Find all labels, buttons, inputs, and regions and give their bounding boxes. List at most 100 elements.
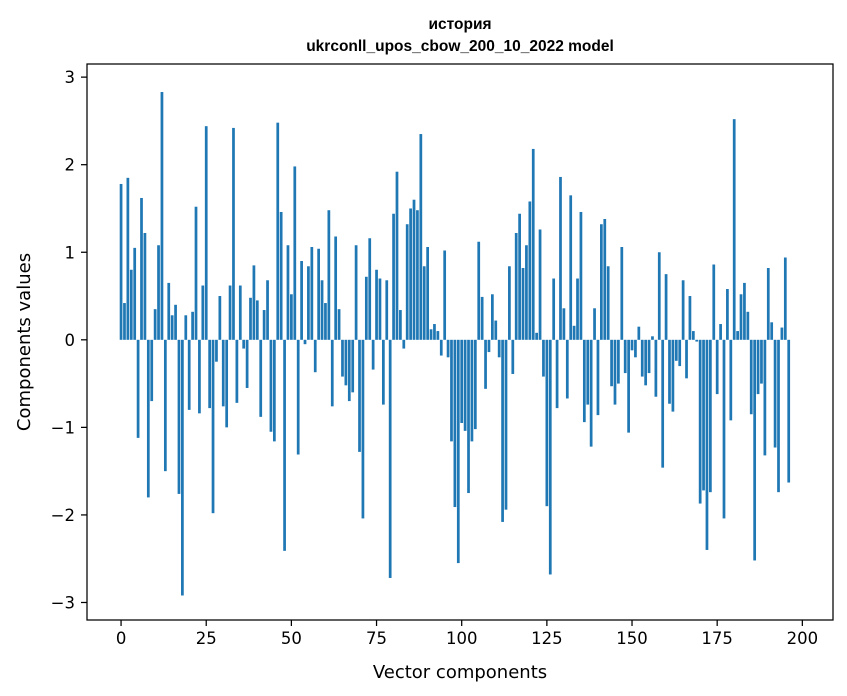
bar <box>491 294 494 340</box>
bar <box>613 339 617 405</box>
bar <box>167 282 171 340</box>
bar <box>228 285 232 340</box>
x-axis-label: Vector components <box>373 662 547 683</box>
bar <box>600 224 603 340</box>
bar <box>603 218 607 340</box>
bar <box>787 339 791 483</box>
bar <box>664 274 668 340</box>
bar <box>433 324 436 340</box>
bar <box>535 332 539 340</box>
bar <box>709 339 712 493</box>
bar <box>310 247 314 340</box>
bar <box>569 195 573 340</box>
bar <box>429 329 433 340</box>
x-tick-label: 150 <box>616 629 648 648</box>
bar <box>538 229 542 340</box>
bar <box>317 248 320 340</box>
bar <box>766 268 770 340</box>
bar <box>760 339 763 384</box>
y-tick-label: 2 <box>65 156 76 175</box>
bar <box>572 325 576 340</box>
bar <box>712 264 716 340</box>
bar <box>286 245 290 340</box>
bar <box>698 339 702 504</box>
bar <box>552 278 556 340</box>
bar <box>678 339 682 367</box>
bar <box>777 339 780 493</box>
bar <box>484 339 487 389</box>
bar <box>150 339 154 402</box>
bar <box>140 197 143 340</box>
bar <box>518 213 521 340</box>
y-tick-label: −2 <box>51 506 75 525</box>
bar <box>143 232 147 340</box>
bar <box>208 339 211 409</box>
bar <box>743 282 746 340</box>
bar <box>565 339 569 399</box>
bar <box>235 339 239 403</box>
x-tick-label: 50 <box>281 629 302 648</box>
bar <box>504 339 508 510</box>
bar <box>204 126 208 340</box>
y-tick-label: −1 <box>51 418 75 437</box>
bar <box>596 339 600 416</box>
bar <box>399 310 402 340</box>
bar <box>439 339 443 356</box>
bar <box>198 339 201 414</box>
bar <box>163 339 167 472</box>
bar <box>623 339 627 374</box>
bar <box>756 339 760 395</box>
bar <box>358 339 361 452</box>
bar <box>576 278 579 340</box>
x-tick-label: 75 <box>366 629 387 648</box>
bar <box>477 241 481 340</box>
bar <box>211 339 215 514</box>
bar <box>695 339 699 342</box>
bar <box>405 224 409 340</box>
bar <box>739 294 743 340</box>
bar <box>354 245 358 340</box>
bar <box>320 280 324 340</box>
bar <box>419 134 423 340</box>
y-axis-ticks: 3 2 1 0 −1 −2 −3 <box>51 68 87 612</box>
bar <box>736 331 739 340</box>
bar <box>262 310 266 340</box>
bar <box>170 315 174 340</box>
bar <box>773 339 777 448</box>
bar <box>450 339 453 442</box>
bar <box>545 339 549 507</box>
bar <box>191 311 194 340</box>
bar <box>238 285 242 340</box>
bar <box>610 339 613 387</box>
bar <box>232 127 235 340</box>
bar <box>218 296 222 340</box>
bar <box>671 339 675 412</box>
bar <box>559 176 562 340</box>
bar <box>368 238 372 340</box>
chart-title-line2: ukrconll_upos_cbow_200_10_2022 model <box>306 38 614 55</box>
bar <box>221 339 225 407</box>
bar <box>422 266 426 340</box>
bar <box>467 339 470 494</box>
bar <box>341 339 344 377</box>
bar <box>242 339 246 349</box>
bar <box>511 339 515 374</box>
bar <box>688 296 692 340</box>
bar <box>780 327 784 340</box>
bar <box>279 211 283 340</box>
bar <box>719 324 722 340</box>
x-tick-label: 25 <box>196 629 217 648</box>
bar <box>276 122 280 340</box>
bar <box>259 339 263 417</box>
bar <box>177 339 181 494</box>
bar <box>582 339 586 423</box>
bar <box>146 339 150 498</box>
bar <box>123 303 126 340</box>
x-tick-label: 100 <box>446 629 478 648</box>
bar <box>327 210 331 340</box>
bar <box>187 339 191 410</box>
y-tick-label: 0 <box>65 331 76 350</box>
bar <box>497 339 501 358</box>
bar <box>691 331 695 340</box>
